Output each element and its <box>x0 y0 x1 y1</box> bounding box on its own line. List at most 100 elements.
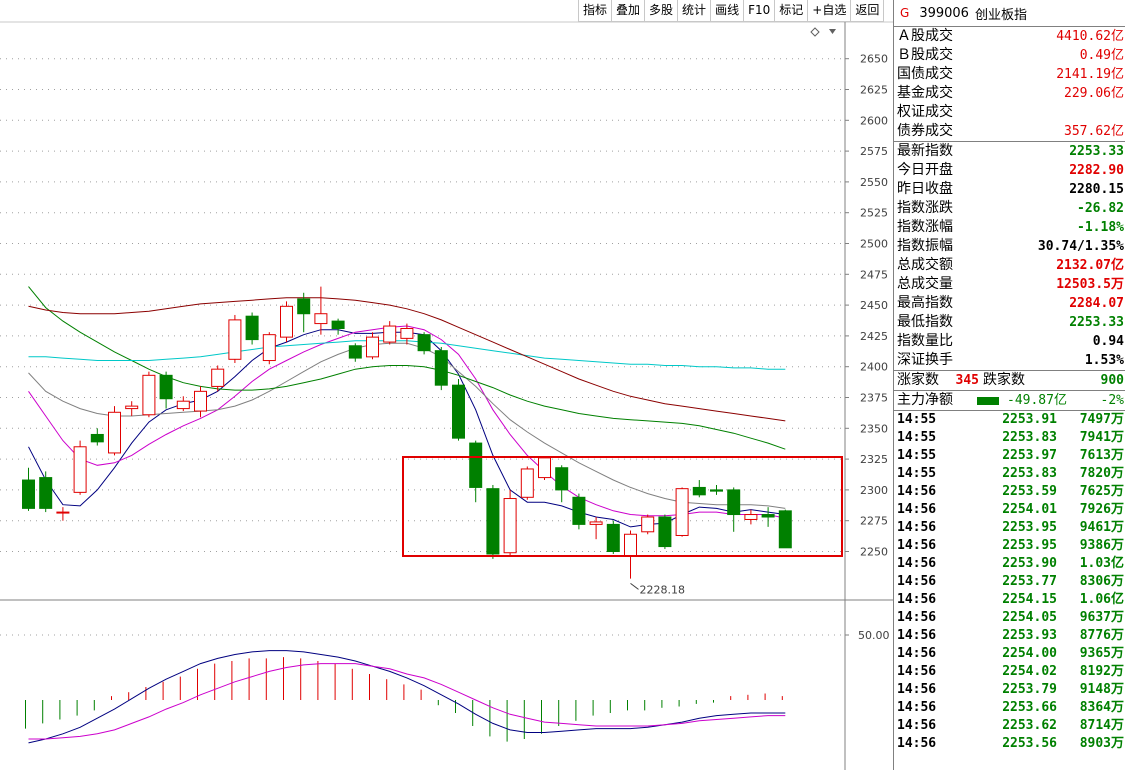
toolbar-button[interactable]: 叠加 <box>612 0 646 22</box>
tick-time: 14:56 <box>897 664 937 679</box>
toolbar-button[interactable]: 多股 <box>645 0 679 22</box>
candle-body <box>383 325 397 343</box>
y-tick-label: 2250 <box>860 546 888 559</box>
main-flow-label: 主力净额 <box>897 392 953 408</box>
candle-body <box>744 514 758 520</box>
stat-value: 2253.33 <box>1069 144 1124 159</box>
tick-row: 14:56 2254.01 7926万 <box>894 501 1125 519</box>
candle-body <box>675 488 689 536</box>
y-tick-label: 2425 <box>860 330 888 343</box>
turnover-label: 基金成交 <box>897 85 953 101</box>
tick-row: 14:56 2253.95 9461万 <box>894 519 1125 537</box>
turnover-value: 2141.19亿 <box>1056 67 1124 82</box>
turnover-value: 0.49亿 <box>1079 48 1124 63</box>
tick-price: 2254.05 <box>1002 610 1057 625</box>
stat-row: 总成交额 2132.07亿 <box>894 256 1125 275</box>
turnover-label: Ａ股成交 <box>897 28 953 44</box>
candle-body <box>606 523 620 552</box>
stat-row: 指数涨跌 -26.82 <box>894 199 1125 218</box>
candle-body <box>452 384 465 439</box>
tick-volume: 7613万 <box>1079 448 1124 463</box>
candle-body <box>176 400 190 410</box>
candle-body <box>434 350 448 386</box>
turnover-row: 债券成交 357.62亿 <box>894 122 1125 141</box>
tick-time: 14:56 <box>897 538 937 553</box>
toolbar-button[interactable]: F10 <box>744 0 776 22</box>
candle-body <box>366 336 379 358</box>
candle-body <box>520 468 534 498</box>
turnover-label: 国债成交 <box>897 66 953 82</box>
tick-volume: 9148万 <box>1079 682 1124 697</box>
toolbar-button[interactable]: 统计 <box>678 0 712 22</box>
tick-volume: 8903万 <box>1079 736 1124 751</box>
stat-value: 1.53% <box>1084 353 1124 368</box>
tick-price: 2253.90 <box>1002 556 1057 571</box>
kline-chart-area[interactable]: 2250 2275 2300 2325 2350 2375 2400 2425 2450 2475… <box>0 0 893 770</box>
toolbar-button[interactable]: 画线 <box>711 0 745 22</box>
candle-body <box>228 319 242 360</box>
y-tick-label: 2475 <box>860 268 888 281</box>
tick-volume: 9461万 <box>1079 520 1124 535</box>
tick-volume: 7941万 <box>1079 430 1124 445</box>
stat-value: -26.82 <box>1077 201 1124 216</box>
stat-label: 昨日收盘 <box>897 181 953 197</box>
tick-price: 2253.59 <box>1002 484 1057 499</box>
candle-body <box>314 313 328 325</box>
toolbar-button[interactable]: 标记 <box>775 0 809 22</box>
candle-body <box>727 489 741 516</box>
stat-value: 30.74/1.35% <box>1037 239 1124 254</box>
main-flow-pct: -2% <box>1100 393 1124 408</box>
candle-body <box>297 298 311 315</box>
ma-line <box>28 286 786 450</box>
tick-volume: 1.06亿 <box>1079 592 1124 607</box>
tick-row: 14:56 2253.95 9386万 <box>894 537 1125 555</box>
tick-time: 14:56 <box>897 682 937 697</box>
candle-body <box>331 320 345 330</box>
stat-label: 指数量比 <box>897 333 953 349</box>
candle-body <box>211 368 225 387</box>
dropdown-icon <box>829 29 836 34</box>
candle-body <box>194 390 207 412</box>
kline-chart[interactable]: 2250 2275 2300 2325 2350 2375 2400 2425 2450 2475… <box>0 0 893 770</box>
turnover-row: 国债成交 2141.19亿 <box>894 65 1125 84</box>
candle-body <box>555 467 569 491</box>
tick-row: 14:56 2253.77 8306万 <box>894 573 1125 591</box>
tick-price: 2253.83 <box>1002 466 1057 481</box>
y-tick-label: 2275 <box>860 515 888 528</box>
candle-body <box>245 315 259 341</box>
y-tick-label: 2575 <box>860 145 888 158</box>
tick-row: 14:56 2254.00 9365万 <box>894 645 1125 663</box>
down-label: 跌家数 <box>983 372 1025 388</box>
turnover-value: 229.06亿 <box>1064 86 1124 101</box>
tick-price: 2253.93 <box>1002 628 1057 643</box>
tick-price: 2253.62 <box>1002 718 1057 733</box>
tick-time: 14:55 <box>897 412 937 427</box>
index-code: 399006 <box>919 5 969 21</box>
turnover-value: 357.62亿 <box>1064 124 1124 139</box>
ma-line <box>28 325 786 519</box>
tick-row: 14:56 2254.02 8192万 <box>894 663 1125 681</box>
tick-price: 2254.02 <box>1002 664 1057 679</box>
stat-row: 最低指数 2253.33 <box>894 313 1125 332</box>
quote-panel: G 399006 创业板指 Ａ股成交 4410.62亿 Ｂ股成交 0.49亿 国债成交 2… <box>893 0 1125 770</box>
tick-volume: 8714万 <box>1079 718 1124 733</box>
stat-row: 昨日收盘 2280.15 <box>894 180 1125 199</box>
stat-row: 最新指数 2253.33 <box>894 142 1125 161</box>
y-tick-label: 2375 <box>860 392 888 405</box>
index-stats: 最新指数 2253.33 今日开盘 2282.90 昨日收盘 2280.15 指数涨跌 -26… <box>894 142 1125 370</box>
tick-volume: 8776万 <box>1079 628 1124 643</box>
index-header: G 399006 创业板指 <box>894 0 1125 27</box>
toolbar-button[interactable]: 返回 <box>851 0 885 22</box>
tick-list[interactable]: 14:55 2253.91 7497万 14:55 2253.83 7941万 14:55 2… <box>894 411 1125 753</box>
toolbar-button[interactable]: 指标 <box>579 0 613 22</box>
tick-price: 2254.00 <box>1002 646 1057 661</box>
main-fund-flow: 主力净额 -49.87亿 -2% <box>894 390 1125 411</box>
y-tick-label: 2400 <box>860 361 888 374</box>
y-tick-label: 2500 <box>860 238 888 251</box>
y-tick-label: 2650 <box>860 53 888 66</box>
down-count: 900 <box>1100 373 1124 388</box>
candle-body <box>692 486 706 496</box>
y-tick-label: 2350 <box>860 422 888 435</box>
toolbar-button[interactable]: +自选 <box>808 0 852 22</box>
macd-dea-line <box>28 663 786 740</box>
